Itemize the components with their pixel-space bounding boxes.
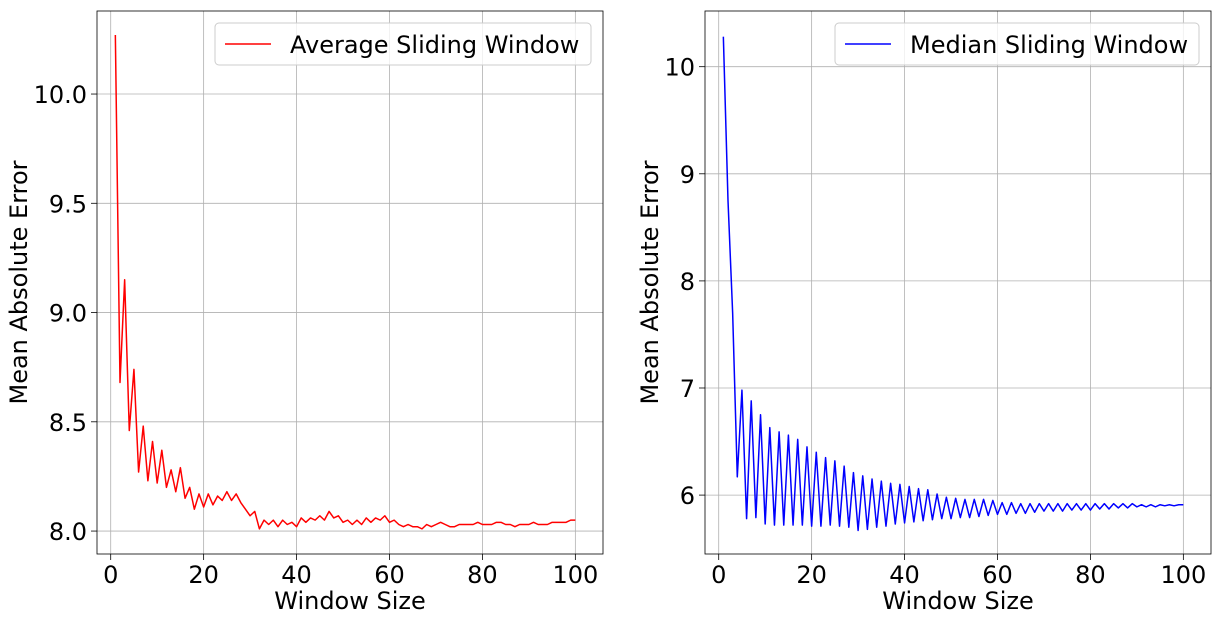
y-tick-label: 9	[680, 161, 695, 189]
y-tick-label: 6	[680, 482, 695, 510]
y-tick-label: 8.0	[49, 518, 87, 546]
x-tick-label: 40	[281, 561, 312, 589]
x-tick-label: 20	[796, 561, 827, 589]
axes-frame	[704, 10, 1212, 555]
y-tick-label: 8.5	[49, 409, 87, 437]
x-tick-label: 60	[374, 561, 405, 589]
x-axis-label: Window Size	[882, 587, 1034, 615]
series-line-1	[114, 35, 576, 530]
x-tick-label: 40	[889, 561, 920, 589]
legend: Average Sliding Window	[214, 22, 592, 66]
x-tick-label: 100	[552, 561, 598, 589]
legend-box	[214, 22, 592, 66]
legend-box	[834, 22, 1200, 66]
y-tick-label: 9.0	[49, 300, 87, 328]
legend-label: Average Sliding Window	[290, 31, 579, 59]
axes-frame	[96, 10, 604, 555]
y-tick-label: 10	[664, 54, 695, 82]
y-tick-label: 7	[680, 375, 695, 403]
grid	[97, 11, 603, 554]
y-tick-label: 9.5	[49, 190, 87, 218]
x-tick-label: 60	[982, 561, 1013, 589]
y-tick-label: 8	[680, 268, 695, 296]
series-line-1	[722, 36, 1184, 532]
chart-panel-1: 0 20 40 60 80 100 8.0 8.5 9.0 9.5 10.0 Window Size M…	[5, 10, 604, 615]
x-tick-label: 0	[711, 561, 726, 589]
y-tick-label: 10.0	[34, 81, 87, 109]
x-tick-label: 100	[1160, 561, 1206, 589]
legend: Median Sliding Window	[834, 22, 1200, 66]
grid	[705, 11, 1211, 554]
chart-panel-2: 0 20 40 60 80 100 6 7 8 9 10 Window Size Mean Absolu…	[636, 10, 1212, 615]
x-axis-label: Window Size	[274, 587, 426, 615]
x-tick-label: 20	[188, 561, 219, 589]
y-axis-label: Mean Absolute Error	[636, 160, 664, 404]
y-axis-label: Mean Absolute Error	[5, 160, 33, 404]
x-tick-label: 80	[1075, 561, 1106, 589]
legend-label: Median Sliding Window	[910, 31, 1188, 59]
x-tick-label: 80	[467, 561, 498, 589]
x-tick-label: 0	[103, 561, 118, 589]
